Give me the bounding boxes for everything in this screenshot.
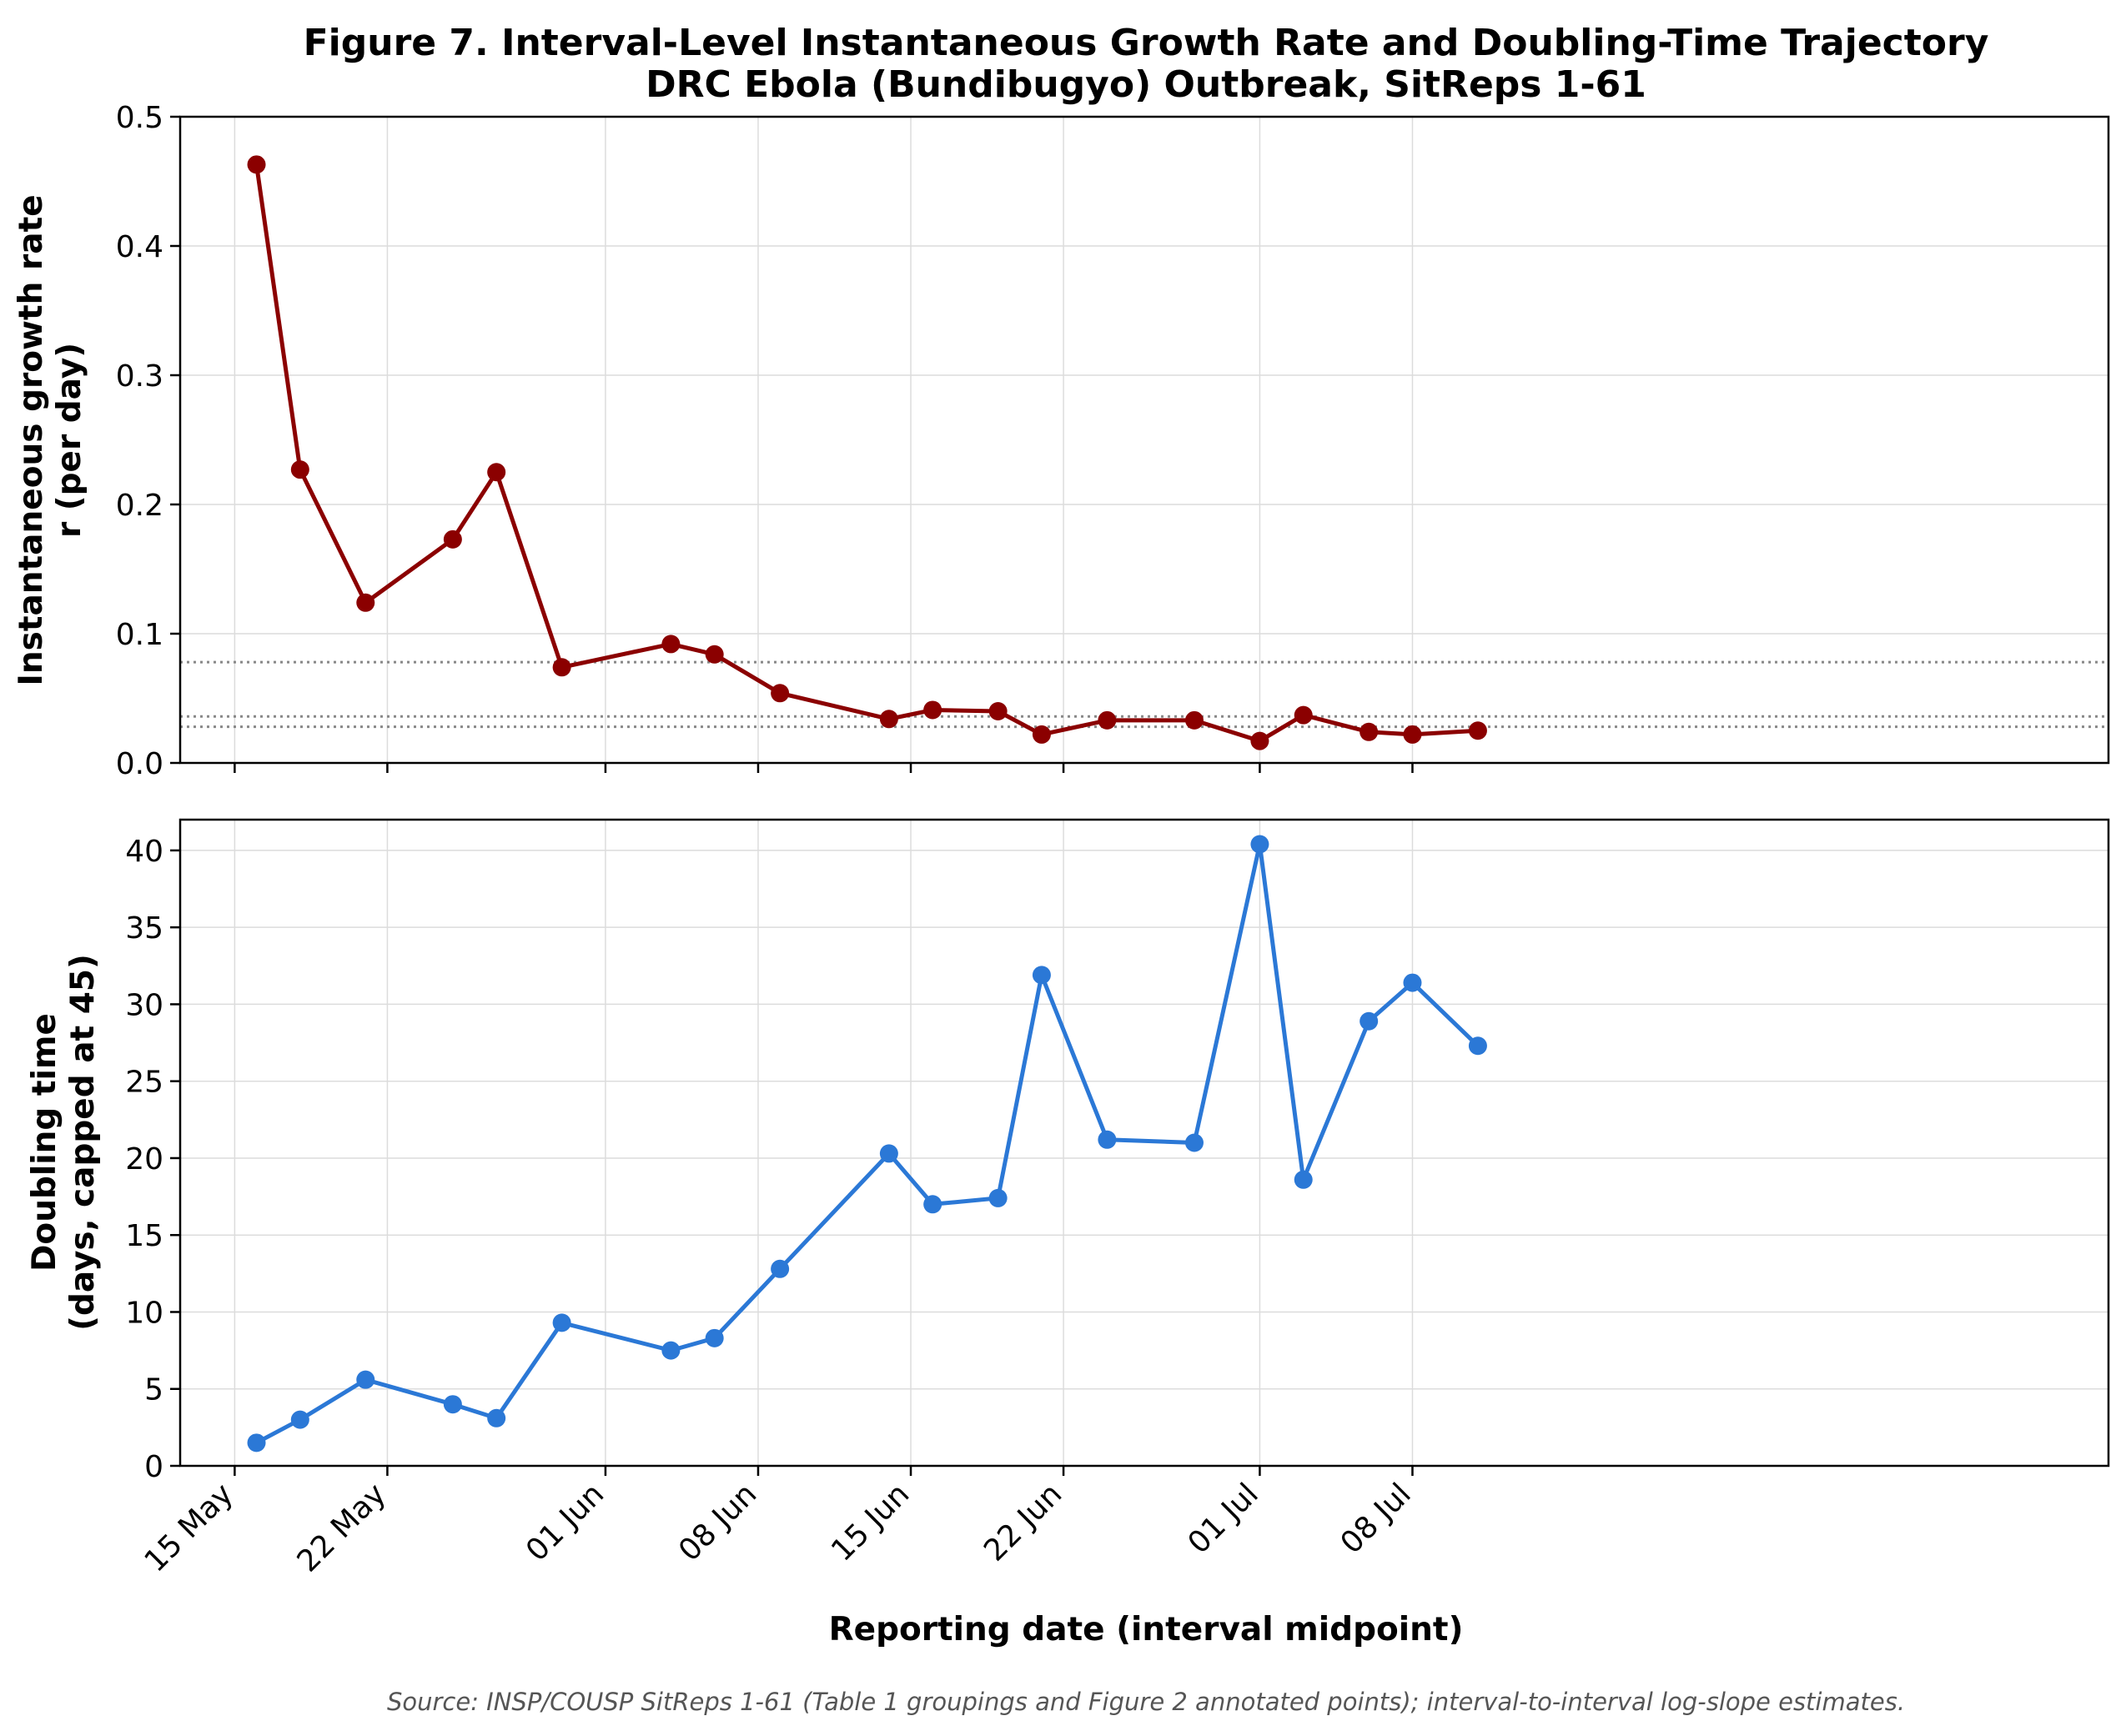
doubling-time-point [1184,1133,1204,1152]
doubling-time-ytick-label: 40 [125,835,163,869]
doubling-time-ylabel-line2: (days, capped at 45) [64,954,102,1331]
growth-rate-y-ticks: 0.0 0.1 0.2 0.3 0.4 0.5 [116,101,180,781]
doubling-time-plot-frame [178,818,2110,1468]
growth-rate-x-ticks [234,763,1414,773]
doubling-time-point [1032,966,1051,985]
growth-rate-reference-lines [180,660,2108,729]
growth-rate-point [552,658,571,677]
doubling-time-ytick-label: 5 [144,1373,163,1407]
growth-rate-point [487,463,506,482]
figure-title-line2: DRC Ebola (Bundibugyo) Outbreak, SitReps… [646,63,1646,106]
growth-rate-plot-frame [178,115,2110,765]
doubling-time-point [771,1259,790,1278]
growth-rate-point [1250,731,1269,750]
growth-rate-point [988,702,1008,720]
doubling-time-ytick-label: 20 [125,1142,163,1177]
doubling-time-point [247,1433,266,1453]
doubling-time-ytick-label: 30 [125,988,163,1022]
growth-rate-point [661,635,681,654]
growth-rate-ytick-label: 0.4 [116,230,163,264]
doubling-time-ytick-label: 15 [125,1219,163,1253]
growth-rate-point [1360,722,1379,741]
growth-rate-point [705,645,724,664]
growth-rate-point [1184,710,1204,730]
doubling-time-series [247,835,1487,1453]
x-axis-label: Reporting date (interval midpoint) [829,1611,1464,1648]
growth-rate-point [1098,710,1117,730]
growth-rate-point [443,529,462,549]
growth-rate-point [1403,725,1422,744]
growth-rate-point [356,593,375,612]
growth-rate-point [771,684,790,703]
doubling-time-point [1360,1011,1379,1031]
doubling-time-point [1468,1036,1487,1056]
doubling-time-point [879,1144,898,1163]
growth-rate-point [1032,725,1051,744]
growth-rate-ytick-label: 0.5 [116,101,163,135]
growth-rate-point [1294,705,1313,725]
doubling-time-ytick-label: 25 [125,1066,163,1100]
growth-rate-ytick-label: 0.2 [116,489,163,523]
doubling-time-point [1294,1170,1313,1189]
growth-rate-panel: 0.0 0.1 0.2 0.3 0.4 0.5 Instantaneous growth … [13,101,2110,781]
doubling-time-point [290,1410,309,1429]
doubling-time-point [552,1313,571,1332]
doubling-time-point [487,1408,506,1427]
source-note: Source: INSP/COUSP SitReps 1-61 (Table 1… [387,1688,1905,1716]
doubling-time-point [988,1188,1008,1207]
growth-rate-ytick-label: 0.1 [116,618,163,652]
doubling-time-point [443,1395,462,1414]
doubling-time-ylabel-line1: Doubling time [26,1013,63,1272]
growth-rate-ylabel-line2: r (per day) [51,343,88,538]
growth-rate-point [290,460,309,479]
doubling-time-point [923,1195,942,1214]
doubling-time-ytick-label: 0 [144,1450,163,1484]
figure-title-line1: Figure 7. Interval-Level Instantaneous G… [304,22,1989,64]
doubling-time-point [356,1370,375,1389]
doubling-time-point [661,1341,681,1360]
doubling-time-point [1250,835,1269,854]
growth-rate-point [247,155,266,174]
doubling-time-point [1098,1130,1117,1149]
growth-rate-ytick-label: 0.0 [116,747,163,781]
doubling-time-ytick-label: 10 [125,1296,163,1330]
doubling-time-point [705,1328,724,1347]
growth-rate-point [879,710,898,729]
doubling-time-point [1403,973,1422,992]
growth-rate-ytick-label: 0.3 [116,359,163,394]
growth-rate-ylabel-line1: Instantaneous growth rate [13,194,50,685]
growth-rate-point [1468,721,1487,740]
doubling-time-y-ticks: 0 5 10 15 20 25 30 35 40 [125,835,180,1484]
doubling-time-ytick-label: 35 [125,911,163,946]
growth-rate-series [247,155,1487,750]
growth-rate-point [923,700,942,720]
